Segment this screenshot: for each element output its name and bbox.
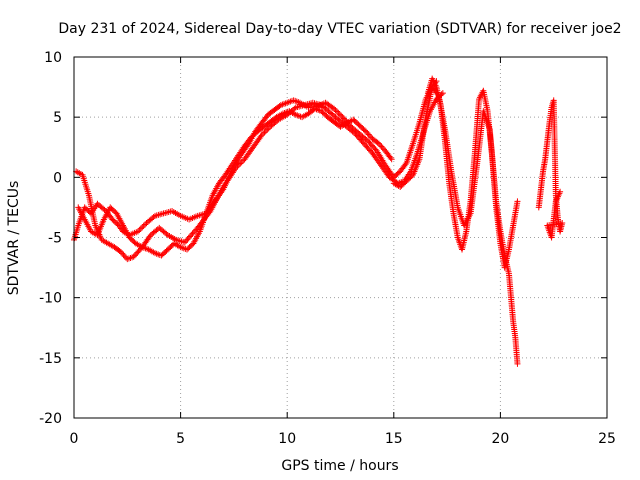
x-tick-labels: 0 5 10 15 20 25 [70, 431, 616, 447]
data-point [181, 239, 188, 246]
data-point [336, 111, 343, 118]
series-track-f [535, 97, 566, 241]
data-point [363, 128, 370, 135]
data-point [351, 129, 358, 136]
y-tick-label: 5 [53, 110, 62, 126]
data-point [361, 127, 368, 134]
data-point [190, 229, 197, 236]
data-point [184, 236, 191, 243]
data-point [238, 159, 245, 166]
data-point [331, 105, 338, 112]
data-point [387, 154, 394, 161]
data-point [332, 107, 339, 114]
data-point [262, 128, 269, 135]
grid [74, 57, 607, 418]
data-point [121, 253, 128, 260]
data-point [119, 250, 126, 257]
data-point [338, 112, 345, 119]
series-track-e [424, 75, 521, 271]
y-tick-label: -15 [39, 351, 62, 367]
y-tick-label: -20 [39, 411, 62, 427]
data-point [140, 222, 147, 229]
x-tick-label: 5 [176, 431, 185, 447]
data-point [136, 227, 143, 234]
x-axis-label: GPS time / hours [281, 458, 398, 474]
y-tick-label: -5 [48, 231, 62, 247]
data-point [364, 130, 371, 137]
data-point [260, 130, 267, 137]
data-point [186, 233, 193, 240]
data-point [120, 251, 127, 258]
data-point [366, 132, 373, 139]
data-point [150, 214, 157, 221]
data-point [379, 144, 386, 151]
x-tick-label: 25 [598, 431, 616, 447]
data-point [233, 164, 240, 171]
data-point [139, 224, 146, 231]
y-tick-label: 10 [44, 50, 62, 66]
data-point [514, 360, 521, 367]
data-point [378, 143, 385, 150]
axis-ticks [73, 56, 608, 419]
series-track-c [75, 105, 395, 259]
data-point [188, 232, 195, 239]
plot-frame [73, 56, 608, 419]
data-point [258, 132, 265, 139]
y-axis-label: SDTVAR / TECUs [6, 181, 22, 296]
data-point [163, 230, 170, 237]
data-point [234, 163, 241, 170]
data-points [71, 75, 566, 367]
x-tick-label: 15 [385, 431, 403, 447]
data-point [265, 125, 272, 132]
chart-title: Day 231 of 2024, Sidereal Day-to-day VTE… [58, 21, 621, 37]
data-point [335, 109, 342, 116]
y-tick-label: 0 [53, 170, 62, 186]
data-point [134, 228, 141, 235]
data-point [377, 142, 384, 149]
x-tick-label: 20 [491, 431, 509, 447]
data-point [185, 234, 192, 241]
data-point [221, 173, 228, 180]
data-point [439, 90, 446, 97]
data-point [375, 140, 382, 147]
data-point [117, 248, 124, 255]
data-point [137, 225, 144, 232]
data-point [264, 126, 271, 133]
data-point [388, 156, 395, 163]
data-point [261, 129, 268, 136]
data-point [237, 160, 244, 167]
y-tick-labels: 10 5 0 -5 -10 -15 -20 [39, 50, 62, 427]
data-point [235, 161, 242, 168]
data-point [189, 230, 196, 237]
data-point [402, 161, 409, 168]
data-point [365, 131, 372, 138]
data-point [142, 221, 149, 228]
data-point [514, 198, 521, 205]
data-point [333, 108, 340, 115]
x-tick-label: 0 [70, 431, 79, 447]
x-tick-label: 10 [278, 431, 296, 447]
data-point [183, 237, 190, 244]
data-point [363, 137, 370, 144]
data-point [192, 227, 199, 234]
series-track-a [71, 78, 440, 243]
data-point [291, 105, 298, 112]
data-point [557, 188, 564, 195]
y-tick-label: -10 [39, 291, 62, 307]
